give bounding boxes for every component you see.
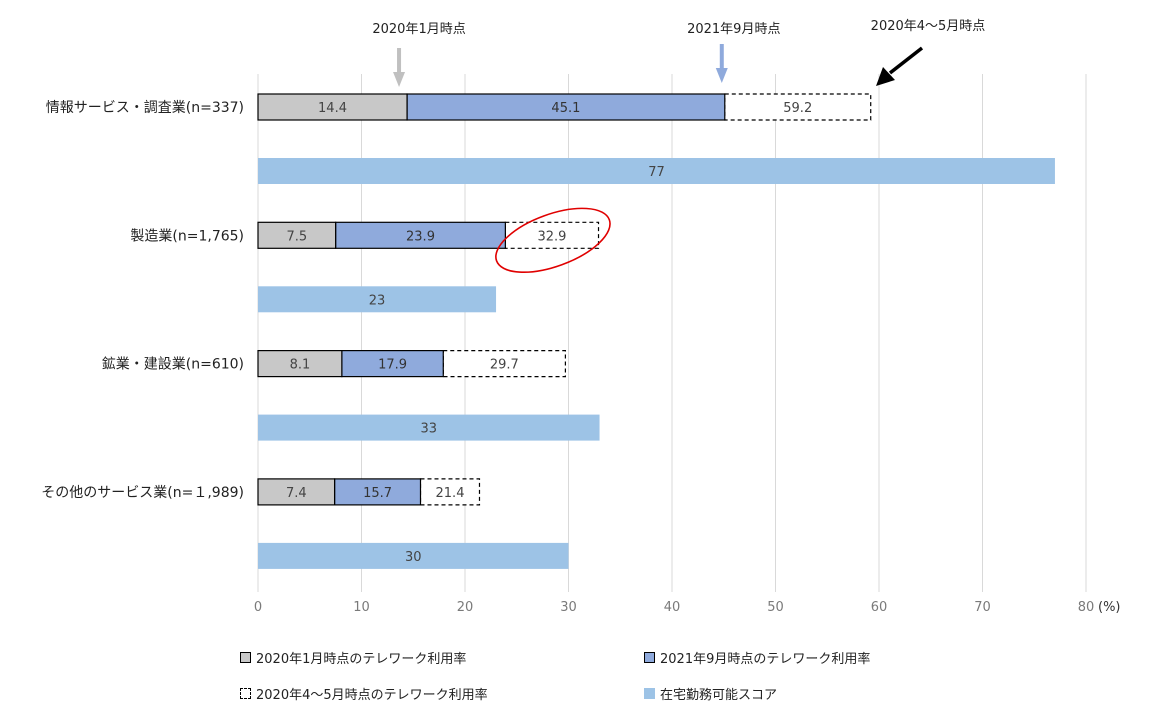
x-tick-label-30: 30 <box>560 600 577 615</box>
legend-swatch-jan2020 <box>240 652 251 663</box>
bar-wfh-score-3 <box>258 542 569 569</box>
annotation-aprmay2020: 2020年4～5月時点 <box>871 19 986 34</box>
bar-wfh-score-2 <box>258 414 600 441</box>
gridlines <box>257 74 1087 592</box>
x-axis-ticks: 0 10 20 30 40 50 60 70 80 <box>254 600 1094 615</box>
bar-sep2021-1 <box>335 221 506 249</box>
bar-sep2021-3 <box>333 478 422 506</box>
data-label-wfh-score-0: 77 <box>648 165 665 180</box>
x-tick-label-80: 80 <box>1078 600 1095 615</box>
bar-jan2020-0 <box>257 93 408 121</box>
legend-label-wfh-score: 在宅勤務可能スコア <box>660 688 778 703</box>
bars: 14.4 45.1 59.2 77 7.5 23.9 32.9 23 8.1 17.9 29.7 33… <box>257 93 1055 569</box>
legend-item-aprmay2020: 2020年4～5月時点のテレワーク利用率 <box>240 684 488 703</box>
bar-jan2020-3 <box>257 478 336 506</box>
bar-sep2021-2 <box>341 350 444 378</box>
legend-swatch-sep2021 <box>644 652 655 663</box>
arrow-head-aprmay2020 <box>876 67 895 86</box>
x-tick-label-50: 50 <box>767 600 784 615</box>
legend-swatch-wfh-score <box>644 688 655 699</box>
category-label-1: 製造業(n=1,765) <box>130 228 244 244</box>
data-label-jan2020-2: 8.1 <box>290 358 311 373</box>
x-tick-label-0: 0 <box>254 600 262 615</box>
arrow-head-jan2020 <box>393 72 406 87</box>
arrow-head-sep2021 <box>715 68 728 83</box>
bar-wfh-score-0 <box>258 158 1055 184</box>
legend-label-sep2021: 2021年9月時点のテレワーク利用率 <box>660 652 871 667</box>
bar-wfh-score-1 <box>258 286 497 313</box>
legend-item-jan2020: 2020年1月時点のテレワーク利用率 <box>240 648 466 667</box>
category-label-2: 鉱業・建設業(n=610) <box>102 356 244 373</box>
legend-label-aprmay2020: 2020年4～5月時点のテレワーク利用率 <box>256 688 488 703</box>
arrow-shaft-aprmay2020 <box>888 46 924 75</box>
data-label-jan2020-1: 7.5 <box>286 229 307 244</box>
bar-sep2021-0 <box>406 93 726 121</box>
data-label-aprmay2020-2: 29.7 <box>490 358 519 373</box>
annotations: 2020年1月時点 2021年9月時点 2020年4～5月時点 <box>372 19 986 274</box>
highlight-ellipse <box>495 207 611 274</box>
data-label-sep2021-3: 15.7 <box>363 486 392 501</box>
data-label-wfh-score-3: 30 <box>405 550 422 565</box>
data-label-jan2020-3: 7.4 <box>286 486 307 501</box>
data-label-wfh-score-1: 23 <box>369 293 386 308</box>
data-label-aprmay2020-0: 59.2 <box>783 101 812 116</box>
annotation-sep2021: 2021年9月時点 <box>687 22 780 37</box>
bar-jan2020-1 <box>257 221 337 249</box>
legend-item-wfh-score: 在宅勤務可能スコア <box>644 684 777 703</box>
data-label-sep2021-1: 23.9 <box>406 229 435 244</box>
data-label-sep2021-0: 45.1 <box>551 101 580 116</box>
bar-jan2020-2 <box>257 350 343 378</box>
x-tick-label-20: 20 <box>457 600 474 615</box>
x-tick-label-40: 40 <box>664 600 681 615</box>
data-label-jan2020-0: 14.4 <box>318 101 347 116</box>
legend-label-jan2020: 2020年1月時点のテレワーク利用率 <box>256 652 467 667</box>
category-label-3: その他のサービス業(n=１,989) <box>41 485 244 501</box>
legend-item-sep2021: 2021年9月時点のテレワーク利用率 <box>644 648 870 667</box>
x-tick-label-10: 10 <box>353 600 370 615</box>
data-label-aprmay2020-3: 21.4 <box>436 486 465 501</box>
bar-aprmay2020-0 <box>724 93 872 121</box>
x-tick-label-60: 60 <box>871 600 888 615</box>
annotation-jan2020: 2020年1月時点 <box>372 22 465 37</box>
data-label-sep2021-2: 17.9 <box>378 358 407 373</box>
category-label-0: 情報サービス・調査業(n=337) <box>46 100 244 116</box>
unit-label: (%) <box>1098 600 1121 615</box>
data-label-wfh-score-2: 33 <box>421 422 438 437</box>
legend-swatch-aprmay2020 <box>240 688 251 699</box>
data-label-aprmay2020-1: 32.9 <box>537 229 566 244</box>
category-labels: 情報サービス・調査業(n=337) 製造業(n=1,765) 鉱業・建設業(n=61… <box>41 100 244 501</box>
x-tick-label-70: 70 <box>974 600 991 615</box>
